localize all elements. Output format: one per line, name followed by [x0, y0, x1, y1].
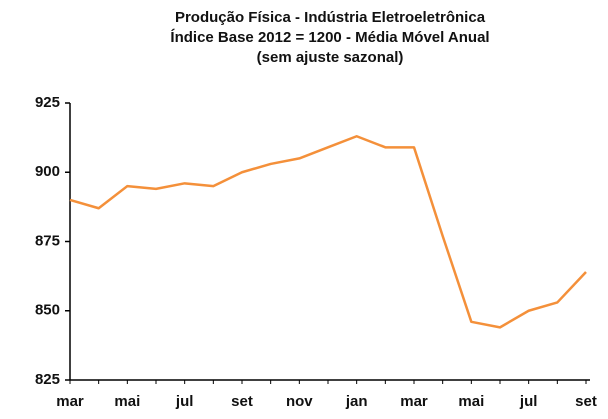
x-tick-label: jan [345, 393, 368, 410]
x-tick-label: jul [175, 393, 194, 410]
chart-title: Produção Física - Indústria Eletroeletrô… [175, 9, 486, 26]
x-tick-label: jul [519, 393, 538, 410]
y-tick-label: 875 [35, 232, 60, 249]
x-tick-label: mai [458, 393, 484, 410]
chart-title: (sem ajuste sazonal) [257, 49, 404, 66]
x-tick-label: mai [114, 393, 140, 410]
y-tick-label: 850 [35, 302, 60, 319]
x-tick-label: mar [400, 393, 428, 410]
y-tick-label: 900 [35, 163, 60, 180]
x-tick-label: nov [286, 393, 313, 410]
x-tick-label: set [231, 393, 253, 410]
chart-title: Índice Base 2012 = 1200 - Média Móvel An… [170, 29, 489, 46]
y-tick-label: 925 [35, 94, 60, 111]
x-tick-label: set [575, 393, 597, 410]
x-tick-label: mar [56, 393, 84, 410]
y-tick-label: 825 [35, 371, 60, 388]
data-line [69, 134, 587, 329]
